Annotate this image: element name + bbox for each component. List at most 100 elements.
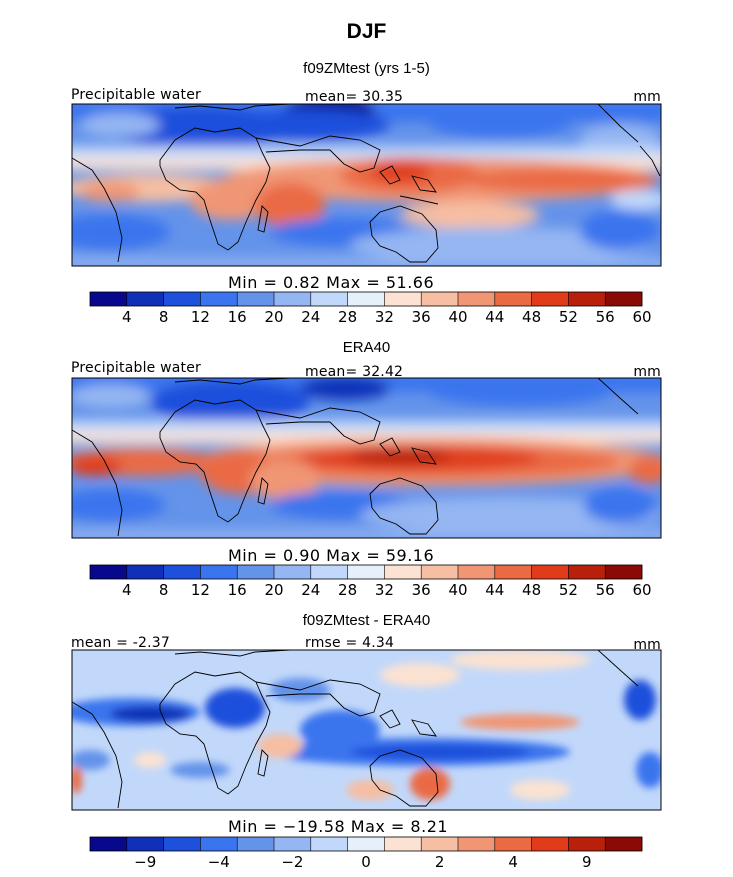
colorbar-1-tick-label: 28 xyxy=(338,308,357,326)
colorbar-2-swatch xyxy=(126,565,164,579)
colorbar-1-frame xyxy=(89,291,643,307)
colorbar-2-swatch xyxy=(347,565,385,579)
colorbar-1-tick-label: 4 xyxy=(122,308,132,326)
colorbar-2-swatch xyxy=(384,565,422,579)
colorbar-2-swatch xyxy=(605,565,643,579)
panel-2-min-max: Min = 0.90 Max = 59.16 xyxy=(228,546,435,565)
colorbar-1-swatch xyxy=(347,292,385,306)
colorbar-1-swatch xyxy=(90,292,128,306)
colorbar-3-swatch xyxy=(163,837,201,851)
panel-2-units: mm xyxy=(633,364,661,380)
colorbar-3-tick-label: 4 xyxy=(508,853,518,871)
colorbar-1-tick-label: 20 xyxy=(264,308,283,326)
panel-1-field-label: Precipitable water xyxy=(71,87,202,103)
colorbar-3-tick-label: 0 xyxy=(361,853,371,871)
colorbar-1-swatch xyxy=(568,292,606,306)
panel-3-rmse: rmse = 4.34 xyxy=(305,635,395,651)
panel-3-title: f09ZMtest - ERA40 xyxy=(302,612,431,629)
colorbar-1-swatch xyxy=(163,292,201,306)
colorbar-2-frame xyxy=(89,564,643,580)
colorbar-3-swatch xyxy=(274,837,312,851)
colorbar-3-tick-label: 9 xyxy=(582,853,592,871)
colorbar-3-swatch xyxy=(458,837,496,851)
panel-2-map xyxy=(71,377,662,539)
colorbar-1-swatch xyxy=(494,292,532,306)
colorbar-3-tick-label: −4 xyxy=(208,853,230,871)
colorbar-3-frame xyxy=(89,836,643,852)
colorbar-2-tick-label: 24 xyxy=(301,581,320,599)
colorbar-1-tick-label: 16 xyxy=(228,308,247,326)
colorbar-3-tick-label: −2 xyxy=(281,853,303,871)
panel-1-mean: mean= 30.35 xyxy=(305,89,404,105)
colorbar-2-swatch xyxy=(163,565,201,579)
colorbar-1-tick-label: 40 xyxy=(448,308,467,326)
colorbar-2-swatch xyxy=(310,565,348,579)
colorbar-3-tick-label: −9 xyxy=(134,853,156,871)
colorbar-1-tick-label: 12 xyxy=(191,308,210,326)
colorbar-1-tick-label: 36 xyxy=(412,308,431,326)
panel-3-min-max: Min = −19.58 Max = 8.21 xyxy=(228,817,449,836)
colorbar-3-swatch xyxy=(237,837,275,851)
colorbar-2-swatch xyxy=(458,565,496,579)
colorbar-2: 4 8 12 16 20 24 28 32 36 40 44 48 52 56 60 xyxy=(89,564,652,599)
colorbar-1-swatch xyxy=(531,292,569,306)
colorbar-3-tick-label: 2 xyxy=(435,853,445,871)
figure-title: DJF xyxy=(346,20,387,43)
colorbar-2-swatch xyxy=(90,565,128,579)
colorbar-1-tick-label: 60 xyxy=(632,308,651,326)
colorbar-1-swatch xyxy=(421,292,459,306)
colorbar-3-swatch xyxy=(200,837,238,851)
colorbar-1-tick-label: 44 xyxy=(485,308,504,326)
panel-1-units: mm xyxy=(633,89,661,105)
colorbar-1-swatch xyxy=(605,292,643,306)
colorbar-1-tick-label: 24 xyxy=(301,308,320,326)
colorbar-1-tick-label: 8 xyxy=(159,308,169,326)
colorbar-1-swatch xyxy=(237,292,275,306)
colorbar-3-swatch xyxy=(494,837,532,851)
panel-1-map xyxy=(71,103,662,267)
colorbar-3-swatch xyxy=(347,837,385,851)
colorbar-2-tick-label: 32 xyxy=(375,581,394,599)
colorbar-2-swatch xyxy=(494,565,532,579)
colorbar-1: 4 8 12 16 20 24 28 32 36 40 44 48 52 56 60 xyxy=(89,291,652,326)
colorbar-3-swatch xyxy=(384,837,422,851)
colorbar-2-tick-label: 52 xyxy=(559,581,578,599)
colorbar-1-tick-label: 56 xyxy=(596,308,615,326)
colorbar-2-tick-label: 60 xyxy=(632,581,651,599)
colorbar-3-swatch xyxy=(421,837,459,851)
colorbar-2-tick-label: 36 xyxy=(412,581,431,599)
panel-2-field-label: Precipitable water xyxy=(71,360,202,376)
colorbar-1-swatch xyxy=(126,292,164,306)
colorbar-2-tick-label: 8 xyxy=(159,581,169,599)
panel-2-title: ERA40 xyxy=(342,339,391,356)
colorbar-3: −9 −4 −2 0 2 4 9 xyxy=(89,836,643,871)
colorbar-3-swatch xyxy=(605,837,643,851)
panel-2-mean: mean= 32.42 xyxy=(305,364,404,380)
colorbar-1-tick-label: 52 xyxy=(559,308,578,326)
colorbar-2-tick-label: 44 xyxy=(485,581,504,599)
panel-1-min-max: Min = 0.82 Max = 51.66 xyxy=(228,273,435,292)
colorbar-1-swatch xyxy=(274,292,312,306)
colorbar-1-swatch xyxy=(200,292,238,306)
colorbar-2-swatch xyxy=(531,565,569,579)
colorbar-3-swatch xyxy=(90,837,128,851)
colorbar-2-swatch xyxy=(200,565,238,579)
colorbar-1-swatch xyxy=(310,292,348,306)
colorbar-1-tick-label: 32 xyxy=(375,308,394,326)
colorbar-2-tick-label: 28 xyxy=(338,581,357,599)
colorbar-3-swatch xyxy=(310,837,348,851)
panel-3-map xyxy=(71,649,662,811)
colorbar-1-swatch xyxy=(458,292,496,306)
colorbar-2-tick-label: 40 xyxy=(448,581,467,599)
colorbar-1-swatch xyxy=(384,292,422,306)
colorbar-2-tick-label: 20 xyxy=(264,581,283,599)
colorbar-2-swatch xyxy=(237,565,275,579)
panel-1-title: f09ZMtest (yrs 1-5) xyxy=(303,60,430,77)
colorbar-3-swatch xyxy=(568,837,606,851)
colorbar-2-tick-label: 12 xyxy=(191,581,210,599)
colorbar-2-tick-label: 4 xyxy=(122,581,132,599)
colorbar-3-swatch xyxy=(126,837,164,851)
colorbar-2-swatch xyxy=(568,565,606,579)
panel-3-units: mm xyxy=(633,637,661,653)
